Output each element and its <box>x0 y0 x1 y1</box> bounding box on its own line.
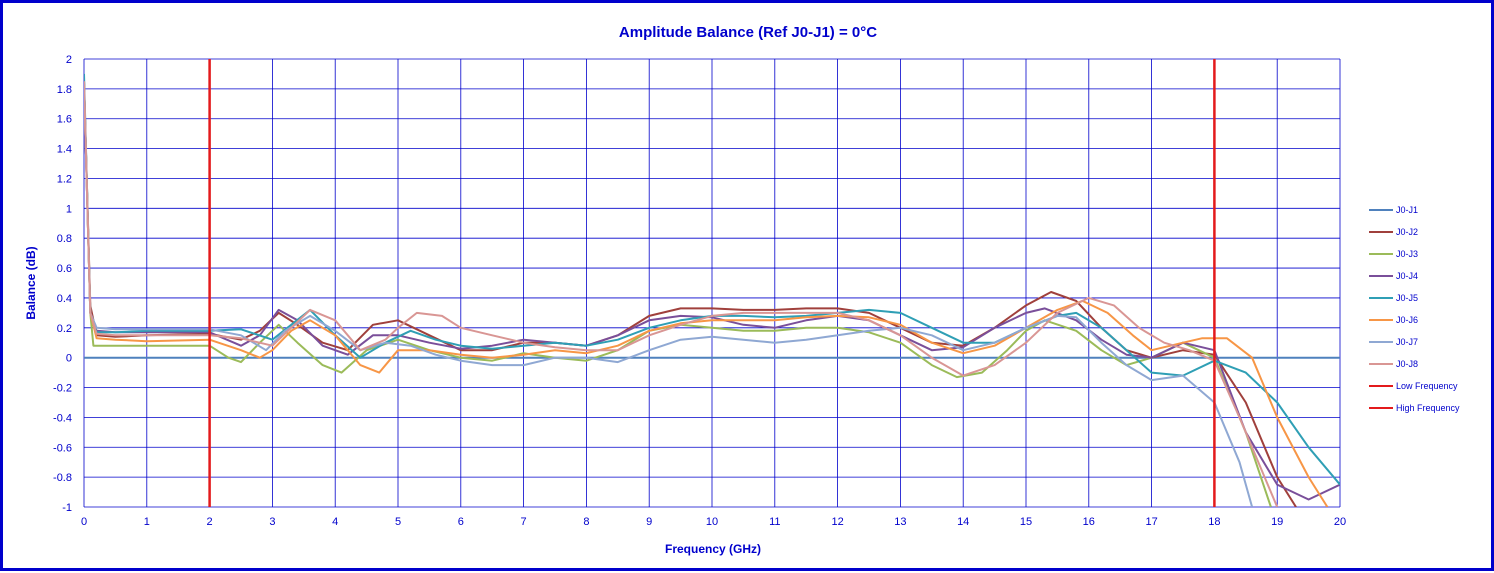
x-tick-label: 13 <box>894 516 906 528</box>
x-tick-label: 9 <box>646 516 652 528</box>
y-tick-label: 0.6 <box>57 263 72 275</box>
legend-label: J0-J1 <box>1396 205 1418 215</box>
y-tick-label: 0.4 <box>57 293 72 305</box>
legend-label: High Frequency <box>1396 403 1460 413</box>
y-tick-label: 1.6 <box>57 114 72 126</box>
chart-svg: Amplitude Balance (Ref J0-J1) = 0°C 2 1.8… <box>24 24 1460 556</box>
x-tick-label: 11 <box>769 516 780 528</box>
x-tick-label: 0 <box>81 516 87 528</box>
legend-label: J0-J6 <box>1396 315 1418 325</box>
series-lines <box>84 59 1340 507</box>
legend-label: J0-J2 <box>1396 227 1418 237</box>
x-tick-label: 4 <box>332 516 338 528</box>
y-tick-label: 0.2 <box>57 323 72 335</box>
x-tick-label: 10 <box>706 516 718 528</box>
y-tick-label: -0.6 <box>53 442 72 454</box>
series-line-j0-j7 <box>84 81 1254 507</box>
x-tick-label: 3 <box>269 516 275 528</box>
x-tick-label: 2 <box>207 516 213 528</box>
x-tick-label: 8 <box>583 516 589 528</box>
legend-label: J0-J8 <box>1396 359 1418 369</box>
y-axis-ticks: 2 1.8 1.6 1.4 1.2 1 0.8 0.6 0.4 0.2 0 -0.2 -0.4 -0.6 -… <box>53 54 72 514</box>
legend-label: J0-J3 <box>1396 249 1418 259</box>
y-tick-label: 0 <box>66 353 72 365</box>
y-tick-label: 2 <box>66 54 72 66</box>
series-line-j0-j4 <box>84 81 1340 501</box>
x-tick-label: 5 <box>395 516 401 528</box>
x-tick-label: 14 <box>957 516 969 528</box>
y-tick-label: 1 <box>66 203 72 215</box>
y-tick-label: 0.8 <box>57 233 72 245</box>
x-tick-label: 20 <box>1334 516 1346 528</box>
grid <box>83 58 1341 508</box>
y-tick-label: 1.2 <box>57 173 72 185</box>
x-tick-label: 15 <box>1020 516 1032 528</box>
y-tick-label: -1 <box>62 502 72 514</box>
x-axis-ticks: 0 1 2 3 4 5 6 7 8 9 10 11 12 13 14 15 16 17 18 19 20 <box>81 516 1346 528</box>
x-tick-label: 18 <box>1208 516 1220 528</box>
series-line-j0-j8 <box>84 81 1279 507</box>
legend-label: J0-J4 <box>1396 271 1418 281</box>
x-tick-label: 6 <box>458 516 464 528</box>
x-axis-title: Frequency (GHz) <box>665 542 761 556</box>
series-line-j0-j5 <box>84 73 1340 486</box>
y-tick-label: 1.8 <box>57 84 72 96</box>
y-tick-label: -0.2 <box>53 383 72 395</box>
legend-label: Low Frequency <box>1396 381 1458 391</box>
chart-title: Amplitude Balance (Ref J0-J1) = 0°C <box>619 24 877 41</box>
legend-label: J0-J7 <box>1396 337 1418 347</box>
legend: J0-J1 J0-J2 J0-J3 J0-J4 J0-J5 J0-J6 J0-J7 J0-J8… <box>1369 205 1460 413</box>
x-tick-label: 1 <box>144 516 150 528</box>
series-line-j0-j3 <box>84 81 1272 507</box>
x-tick-label: 17 <box>1145 516 1157 528</box>
x-tick-label: 12 <box>831 516 843 528</box>
legend-label: J0-J5 <box>1396 293 1418 303</box>
x-tick-label: 16 <box>1083 516 1095 528</box>
x-tick-label: 19 <box>1271 516 1283 528</box>
y-tick-label: -0.8 <box>53 472 72 484</box>
series-line-j0-j6 <box>84 81 1329 507</box>
y-tick-label: 1.4 <box>57 144 72 156</box>
series-line-j0-j2 <box>84 81 1297 507</box>
y-tick-label: -0.4 <box>53 412 72 424</box>
y-axis-title: Balance (dB) <box>24 246 38 319</box>
x-tick-label: 7 <box>521 516 527 528</box>
